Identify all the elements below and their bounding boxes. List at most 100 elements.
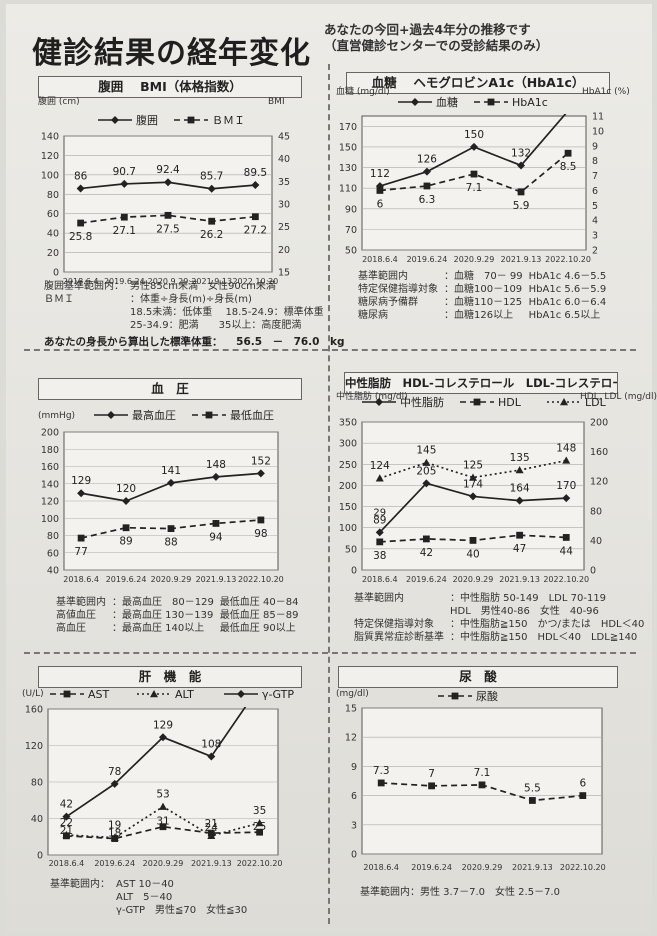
data-label: 164 [510,483,530,495]
chart-bp: 40 60 80 100 120 140 160 180 200 2018.6.4 2019.6.2… [38,408,284,584]
legend-label: γ-GTP [262,688,294,701]
data-point [120,179,129,188]
reference-table: 基準範囲内： AST 10－40 ALT 5－40 γ-GTP 男性≦70 女性≦30 [50,878,253,917]
y-tick-label: 180 [41,445,59,456]
x-tick-label: 2020.9.29 [148,277,189,286]
y2-tick-label: 8 [592,156,598,167]
reference-cell: ALT 5－40 [116,892,173,903]
data-point [159,802,167,810]
legend-label: 腹囲 [136,113,158,127]
data-label: 7 [428,768,435,780]
data-label: 205 [416,465,436,477]
subtitle-line-1: あなたの今回+過去4年分の推移です [324,22,531,37]
y-tick-label: 170 [339,122,357,133]
data-point [110,779,119,788]
reference-cell [50,891,116,904]
data-point [376,187,384,194]
x-tick-label: 2020.9.29 [151,575,192,584]
reference-cell: HDL 男性40-86 女性 40-96 [450,606,599,617]
data-label: 108 [201,738,221,750]
y2-tick-label: 120 [590,477,608,488]
y-tick-label: 9 [351,762,357,773]
data-point [159,733,167,742]
y-axis-label: 腹囲 (cm) [38,95,80,107]
data-point [579,792,587,799]
reference-cell: ：最高血圧 140以上 [112,623,205,634]
data-label: 112 [370,168,390,180]
data-point [469,537,477,544]
legend-marker [375,398,383,406]
reference-cell: HbA1c 5.6－5.9 [528,284,607,295]
extra-data-label: 29 [373,507,386,518]
data-point [564,149,572,157]
vertical-divider [328,64,330,924]
section-label-waist-bmi: 腹囲 BMI（体格指数） [38,76,302,98]
reference-cell [50,904,116,917]
y-tick-label: 20 [47,248,59,259]
y2-tick-label: 0 [590,566,596,577]
data-point [251,213,259,221]
data-point [515,466,524,474]
y2-axis-label: HbA1c (%) [582,87,630,97]
data-point [167,478,175,487]
chart-lipid: 0 50 100 150 200 250 300 350 0 40 80 120 160 200 2018.… [336,390,657,584]
data-label: 78 [108,766,121,778]
reference-cell: ：最高血圧 130－139 [112,610,214,621]
y2-tick-label: 20 [278,245,290,256]
x-tick-label: 2020.9.29 [454,255,495,264]
data-label: 44 [560,545,574,557]
legend-marker [150,690,158,698]
data-point [469,492,477,501]
data-label: 6 [377,198,384,210]
data-label: 26.2 [200,229,223,241]
y2-axis-label: HDL, LDL (mg/dl) [580,392,657,402]
y2-tick-label: 40 [278,154,290,165]
y-tick-label: 3 [351,820,357,831]
legend-marker [63,690,71,698]
y-tick-label: 50 [345,544,357,555]
reference-liver: 基準範囲内： AST 10－40 ALT 5－40 γ-GTP 男性≦70 女性≦30 [50,878,253,917]
reference-cell: 最低血圧 90以上 [219,623,296,634]
standard-weight-label: あなたの身長から算出した標準体重： [44,336,223,348]
data-point [207,184,216,193]
x-tick-label: 2022.10.20 [237,859,283,868]
y-tick-label: 150 [339,142,357,153]
chart-waist-bmi: 0 20 40 60 80 100 120 140 15 20 25 30 35 40 45 2018.6.4… [38,95,290,286]
y-tick-label: 300 [339,439,357,450]
legend-marker [107,411,115,419]
data-point [62,830,71,839]
reference-cell [44,319,130,332]
data-label: 148 [556,442,576,454]
y2-tick-label: 25 [278,222,290,233]
y-tick-label: 80 [47,531,59,542]
y-axis-label: (U/L) [22,689,44,699]
data-point [422,535,430,543]
legend-marker [187,116,195,124]
y-tick-label: 150 [339,502,357,513]
x-tick-label: 2022.10.20 [232,277,278,286]
data-point [470,142,478,151]
data-label: 141 [161,465,181,477]
data-label: 7.1 [474,767,491,779]
data-point [167,525,175,532]
reference-lipid: 基準範囲内 ：中性脂肪 50-149 LDL 70-119 HDL 男性40-86 … [354,592,650,644]
reference-cell: HbA1c 6.0－6.4 [528,297,607,308]
reference-row: 25-34.9：肥満 35以上：高度肥満 [44,319,330,332]
data-point [516,531,524,539]
plot-area [63,135,273,273]
x-tick-label: 2020.9.29 [453,575,494,584]
reference-row: γ-GTP 男性≦70 女性≦30 [50,904,253,917]
y-tick-label: 80 [47,190,59,201]
data-point [76,184,85,193]
data-label: 21 [205,818,218,830]
data-label: 89 [119,536,132,548]
reference-row: 腹囲基準範囲内： 男性85cm未満 女性90cm未満 [44,280,330,293]
page-subtitle: あなたの今回+過去4年分の推移です （直営健診センターでの受診結果のみ） [324,22,548,54]
reference-row: 基準範囲内 ：血糖 70－ 99 HbA1c 4.6－5.5 [358,270,612,283]
reference-row: 脂質異常症診断基準 ：中性脂肪≧150 HDL＜40 LDL≧140 [354,631,650,644]
legend-label: 最高血圧 [132,408,176,422]
reference-row: 基準範囲内： AST 10－40 [50,878,253,891]
data-label: 42 [60,799,73,811]
data-point [159,823,167,831]
legend-marker [560,398,568,406]
